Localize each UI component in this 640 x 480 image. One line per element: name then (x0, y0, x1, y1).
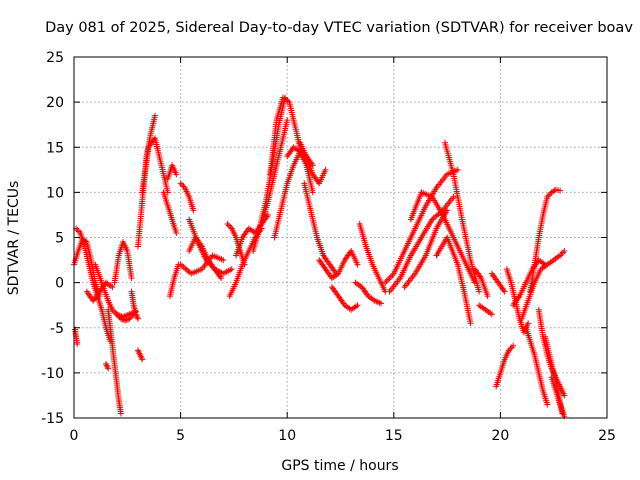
data-point (117, 410, 124, 417)
y-tick-label: -15 (41, 411, 64, 427)
data-points (71, 94, 568, 420)
series-arc-17 (177, 180, 197, 214)
series-arc-09 (128, 288, 141, 322)
x-tick-label: 10 (278, 428, 296, 444)
y-tick-label: -5 (50, 321, 64, 337)
series-arc-29 (296, 139, 329, 187)
data-point (354, 302, 361, 309)
series-arc-40 (441, 139, 483, 295)
chart-title: Day 081 of 2025, Sidereal Day-to-day VTE… (45, 20, 633, 36)
series-arc-20 (186, 234, 225, 282)
series-arc-06 (105, 306, 124, 417)
data-point (454, 166, 461, 173)
data-point (139, 356, 146, 363)
y-tick-label: 25 (46, 50, 64, 66)
x-tick-label: 0 (70, 428, 79, 444)
series-arc-39 (433, 234, 474, 327)
y-axis-label: SDTVAR / TECUs (6, 181, 22, 296)
data-point (322, 166, 329, 173)
series-arc-28 (284, 144, 316, 196)
series-arc-02 (73, 225, 114, 345)
data-point (354, 261, 361, 268)
series-arc-43 (488, 270, 508, 295)
data-point (378, 300, 385, 307)
y-axis-ticks: -15 -10 -5 0 5 10 15 20 25 (41, 50, 607, 427)
series-arc-07 (111, 239, 135, 286)
series-arc-08 (113, 311, 137, 324)
data-point (173, 171, 180, 178)
x-axis-label: GPS time / hours (281, 458, 398, 474)
x-tick-label: 15 (385, 428, 403, 444)
series-arc-25 (258, 117, 291, 227)
data-point (444, 207, 451, 214)
series-arc-49 (522, 324, 551, 408)
data-point (128, 275, 135, 282)
series-arc-38 (407, 189, 478, 286)
data-point (510, 342, 517, 349)
data-point (544, 401, 551, 408)
data-point (134, 315, 141, 322)
series-arc-31 (316, 248, 361, 282)
series-arc-42 (476, 302, 495, 318)
series-arc-14 (160, 189, 180, 236)
data-point (561, 392, 568, 399)
data-point (218, 275, 225, 282)
series-arc-36 (386, 193, 457, 295)
series-arc-04 (83, 279, 116, 304)
series-arc-33 (356, 220, 389, 295)
data-point (123, 316, 130, 323)
data-point (122, 317, 129, 324)
series-arc-34 (352, 279, 385, 307)
series-arc-27 (271, 148, 316, 241)
series-arc-30 (301, 180, 340, 277)
data-point (119, 316, 126, 323)
y-tick-label: 20 (46, 95, 64, 111)
data-point (173, 229, 180, 236)
data-point (501, 288, 508, 295)
y-tick-label: -10 (41, 366, 64, 382)
series-arc-32 (328, 284, 361, 313)
data-point (557, 187, 564, 194)
series-arc-13 (139, 135, 171, 196)
x-tick-label: 20 (491, 428, 509, 444)
series-arc-15 (164, 162, 180, 182)
data-point (117, 315, 124, 322)
series-arc-48 (527, 186, 564, 295)
y-tick-label: 15 (46, 140, 64, 156)
y-tick-label: 5 (55, 231, 64, 247)
series-arc-26 (267, 94, 306, 178)
data-point (105, 365, 112, 372)
data-point (265, 211, 272, 218)
x-tick-label: 25 (598, 428, 616, 444)
data-point (152, 112, 159, 119)
data-point (74, 340, 81, 347)
series-arc-44 (493, 342, 517, 390)
series-arc-52 (548, 374, 568, 420)
data-point (284, 117, 291, 124)
data-point (488, 311, 495, 318)
data-point (309, 189, 316, 196)
series-arc-10 (102, 360, 112, 372)
data-point (525, 320, 532, 327)
y-tick-label: 10 (46, 185, 64, 201)
data-point (450, 193, 457, 200)
data-point (109, 284, 116, 291)
data-point (476, 288, 483, 295)
y-tick-label: 0 (55, 276, 64, 292)
series-arc-16 (166, 261, 182, 300)
x-axis-ticks: 0 5 10 15 20 25 (70, 57, 616, 444)
data-point (467, 320, 474, 327)
series-arc-11 (134, 347, 146, 363)
data-point (190, 207, 197, 214)
data-point (561, 248, 568, 255)
series-arc-41 (471, 266, 491, 300)
data-point (220, 257, 227, 264)
x-tick-label: 5 (176, 428, 185, 444)
data-point (228, 266, 235, 273)
data-point (309, 162, 316, 169)
data-point (484, 293, 491, 300)
